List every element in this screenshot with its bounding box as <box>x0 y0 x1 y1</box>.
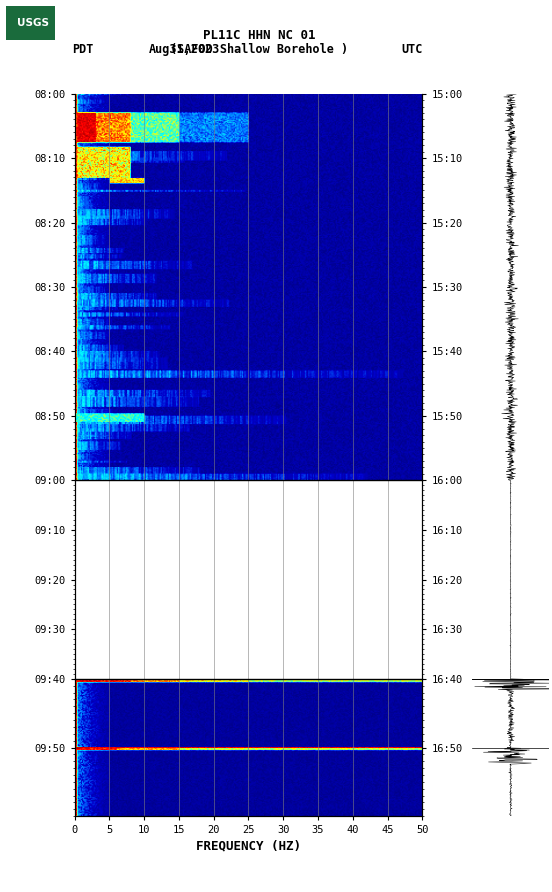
Text: PL11C HHN NC 01: PL11C HHN NC 01 <box>203 29 316 42</box>
Text: Aug31,2023: Aug31,2023 <box>149 43 220 55</box>
Text: PDT: PDT <box>72 43 93 55</box>
Text: (SAFOD Shallow Borehole ): (SAFOD Shallow Borehole ) <box>171 43 348 55</box>
Text: UTC: UTC <box>401 43 422 55</box>
Text: USGS: USGS <box>17 18 49 29</box>
X-axis label: FREQUENCY (HZ): FREQUENCY (HZ) <box>196 839 301 853</box>
